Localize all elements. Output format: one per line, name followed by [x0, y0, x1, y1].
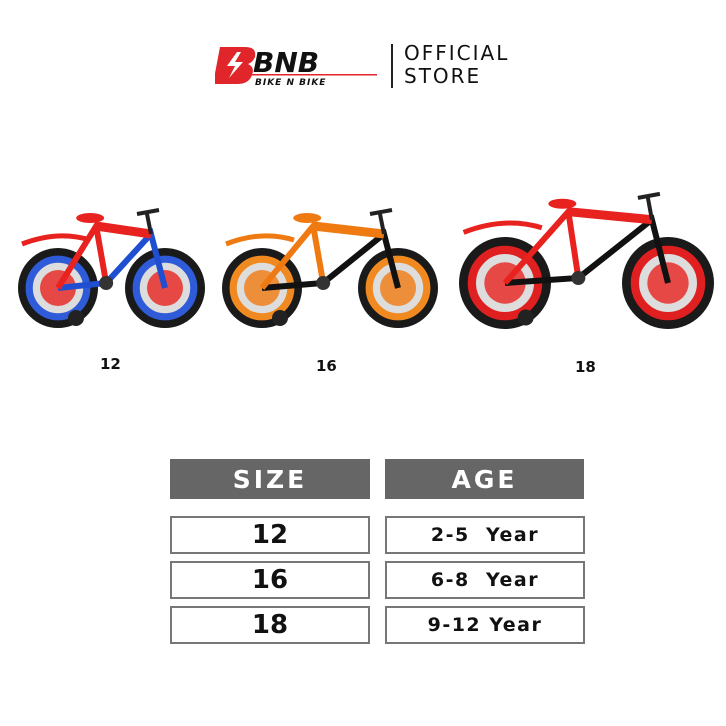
bike: [222, 208, 438, 328]
bike-size-label: 16: [316, 357, 337, 375]
seat: [76, 213, 105, 223]
size-cell: 16: [170, 561, 370, 599]
crank: [316, 276, 331, 290]
age-cell: 6-8 Year: [385, 561, 585, 599]
fender: [225, 233, 295, 247]
bike-images: [18, 191, 714, 329]
age-cell: 9-12 Year: [385, 606, 585, 644]
seat: [548, 198, 577, 209]
store-line-2: STORE: [404, 64, 482, 88]
logo-divider: [391, 44, 393, 88]
svg-text:BNB: BNB: [253, 46, 319, 79]
age-cell: 2-5 Year: [385, 516, 585, 554]
size-header: SIZE: [170, 459, 370, 499]
top-tube: [312, 221, 385, 239]
training-wheel: [68, 310, 84, 326]
official-store-label: OFFICIAL STORE: [404, 42, 509, 88]
bike: [18, 208, 205, 328]
handlebar: [637, 191, 661, 200]
top-tube: [567, 207, 653, 225]
crank: [571, 271, 586, 285]
bike: [459, 191, 714, 329]
fender: [21, 233, 91, 247]
handlebar: [369, 208, 393, 216]
handlebar: [136, 208, 160, 216]
stem: [645, 197, 654, 221]
training-wheel: [272, 310, 288, 326]
fender: [462, 220, 543, 235]
store-line-1: OFFICIAL: [404, 41, 510, 65]
bike-size-label: 12: [100, 355, 121, 373]
size-cell: 18: [170, 606, 370, 644]
seat: [293, 213, 322, 223]
age-header: AGE: [385, 459, 584, 499]
stem: [378, 213, 386, 235]
top-tube: [95, 221, 152, 239]
bike-size-label: 18: [575, 358, 596, 376]
svg-text:BIKE N BIKE: BIKE N BIKE: [255, 78, 326, 87]
frame: [504, 214, 671, 286]
training-wheel: [517, 309, 534, 326]
bnb-logo: BNB BIKE N BIKE: [215, 46, 377, 87]
crank: [99, 276, 114, 290]
size-cell: 12: [170, 516, 370, 554]
stem: [145, 213, 153, 235]
frame: [261, 228, 401, 291]
frame: [57, 227, 168, 291]
